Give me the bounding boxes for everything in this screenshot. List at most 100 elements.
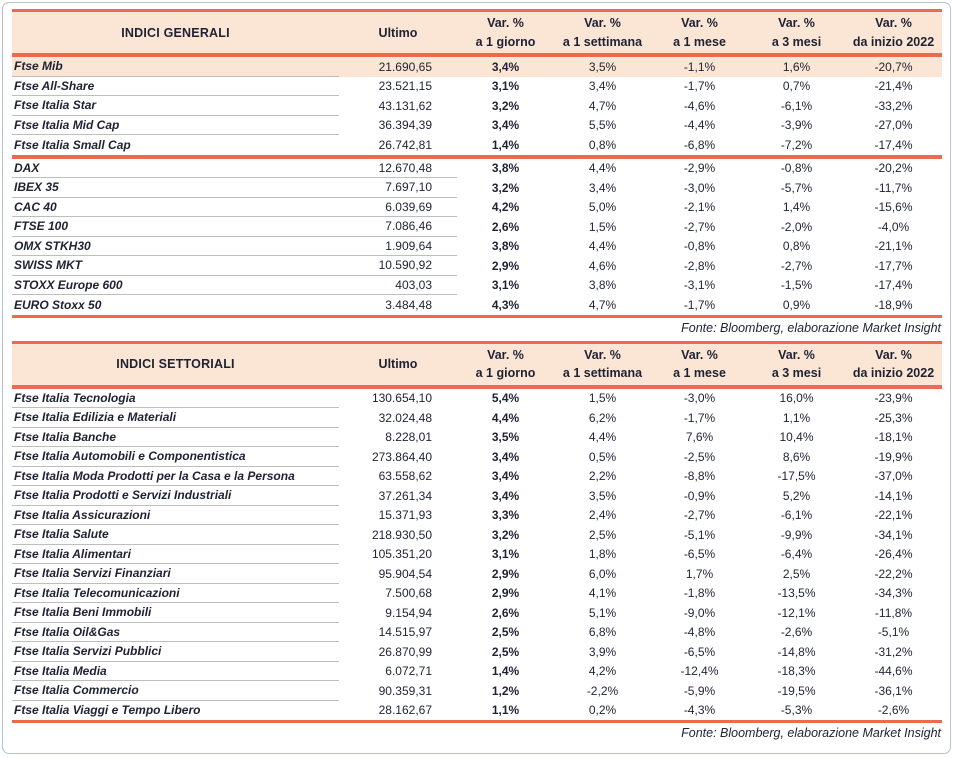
- var-value: -3,0%: [683, 391, 716, 406]
- var-header: Var. % a 1 settimana: [554, 344, 651, 385]
- index-label: Ftse Italia Telecomunicazioni: [12, 584, 339, 603]
- var-value: -17,5%: [777, 469, 816, 484]
- index-label: Ftse Italia Beni Immobili: [12, 603, 339, 623]
- ultimo-value: 43.131,62: [378, 98, 432, 113]
- var-value: 3,8%: [491, 239, 520, 254]
- var-value: 3,2%: [491, 180, 520, 195]
- var-value: -17,7%: [874, 258, 913, 273]
- var-value: -12,4%: [680, 664, 719, 679]
- group-divider-rule: [12, 154, 942, 159]
- var-value: 3,3%: [491, 508, 520, 523]
- ultimo-value: 32.024,48: [378, 410, 432, 425]
- index-label: Ftse Italia Star: [12, 96, 339, 116]
- index-row: Ftse Italia Assicurazioni 15.371,93 3,3%…: [12, 505, 942, 525]
- var-value: -4,8%: [683, 625, 716, 640]
- index-label: EURO Stoxx 50: [14, 297, 102, 312]
- var-header-line2: a 1 mese: [673, 34, 726, 49]
- var-value: 3,2%: [491, 527, 520, 542]
- var-value: -19,9%: [874, 449, 913, 464]
- var-header-line2: a 3 mesi: [771, 366, 822, 380]
- var-value: 0,8%: [588, 137, 617, 152]
- index-row: Ftse Italia Oil&Gas 14.515,97 2,5% 6,8% -4…: [12, 622, 942, 642]
- var-value: -0,8%: [683, 239, 716, 254]
- ultimo-value: 9.154,94: [385, 605, 432, 620]
- index-row: Ftse All-Share 23.521,15 3,1% 3,4% -1,7% 0,…: [12, 76, 942, 96]
- var-value: 0,5%: [588, 449, 617, 464]
- var-header: Var. % a 1 giorno: [457, 344, 554, 385]
- var-value: 0,9%: [782, 297, 811, 312]
- var-value: 2,5%: [588, 527, 617, 542]
- var-header-line1: Var. %: [875, 16, 912, 31]
- var-header-line1: Var. %: [584, 16, 621, 31]
- var-value: 3,4%: [491, 118, 520, 133]
- var-value: 3,5%: [491, 430, 520, 445]
- var-value: -6,8%: [683, 137, 716, 152]
- index-label: Ftse Italia Banche: [12, 428, 339, 447]
- index-label: Ftse Italia Oil&Gas: [12, 623, 339, 642]
- var-value: 4,4%: [588, 239, 617, 254]
- index-row: Ftse Mib 21.690,65 3,4% 3,5% -1,1% 1,6% -20,…: [12, 57, 942, 77]
- index-row: FTSE 100 7.086,46 2,6% 1,5% -2,7% -2,0% -4,0…: [12, 217, 942, 237]
- index-label: DAX: [12, 159, 339, 178]
- var-value: -4,0%: [877, 219, 910, 234]
- fonte-caption: Fonte: Bloomberg, elaborazione Market In…: [681, 320, 941, 335]
- var-value: -9,0%: [683, 605, 716, 620]
- var-value: -0,8%: [780, 161, 813, 176]
- var-value: 1,7%: [685, 566, 714, 581]
- var-value: 4,7%: [588, 297, 617, 312]
- var-value: 4,6%: [588, 258, 617, 273]
- index-row: Ftse Italia Banche 8.228,01 3,5% 4,4% 7,6%…: [12, 427, 942, 447]
- index-row: Ftse Italia Tecnologia 130.654,10 5,4% 1,…: [12, 388, 942, 408]
- var-value: -0,9%: [683, 488, 716, 503]
- var-value: -1,8%: [683, 586, 716, 601]
- index-row: Ftse Italia Small Cap 26.742,81 1,4% 0,8%…: [12, 135, 942, 155]
- index-row: DAX 12.670,48 3,8% 4,4% -2,9% -0,8% -20,2%: [12, 158, 942, 178]
- index-label: Ftse Italia Moda Prodotti per la Casa e …: [12, 467, 339, 486]
- var-value: 2,2%: [588, 469, 617, 484]
- ultimo-value: 7.697,10: [339, 178, 457, 198]
- index-row: Ftse Italia Mid Cap 36.394,39 3,4% 5,5% -4…: [12, 115, 942, 135]
- var-header-line2: da inizio 2022: [852, 366, 935, 380]
- var-header: Var. % da inizio 2022: [845, 12, 942, 53]
- var-header: Var. % a 1 settimana: [554, 12, 651, 53]
- ultimo-value: 7.086,46: [339, 217, 457, 237]
- var-value: -22,2%: [874, 566, 913, 581]
- var-header: Var. % a 3 mesi: [748, 344, 845, 385]
- var-value: -19,5%: [777, 683, 816, 698]
- var-value: -2,7%: [683, 219, 716, 234]
- index-row: Ftse Italia Automobili e Componentistica…: [12, 447, 942, 467]
- ultimo-value: 7.500,68: [385, 586, 432, 601]
- var-header: Var. % a 1 giorno: [457, 12, 554, 53]
- var-value: 4,2%: [491, 200, 520, 215]
- var-value: 5,4%: [491, 391, 520, 406]
- ultimo-value: 37.261,34: [378, 488, 432, 503]
- index-row: OMX STKH30 1.909,64 3,8% 4,4% -0,8% 0,8% -21…: [12, 236, 942, 256]
- var-header: Var. % a 3 mesi: [748, 12, 845, 53]
- var-value: -17,4%: [874, 137, 913, 152]
- var-value: -6,1%: [780, 98, 813, 113]
- var-value: -3,1%: [683, 278, 716, 293]
- ultimo-value: 6.072,71: [385, 664, 432, 679]
- index-row: CAC 40 6.039,69 4,2% 5,0% -2,1% 1,4% -15,6%: [12, 197, 942, 217]
- ultimo-value: 23.521,15: [378, 79, 432, 94]
- index-row: Ftse Italia Media 6.072,71 1,4% 4,2% -12,4…: [12, 661, 942, 681]
- var-value: 7,6%: [685, 430, 714, 445]
- var-value: 3,4%: [588, 79, 617, 94]
- index-label: Ftse Italia Commercio: [12, 681, 339, 701]
- var-value: 0,7%: [782, 79, 811, 94]
- var-header-line2: a 1 giorno: [475, 34, 536, 49]
- var-header-line2: a 1 mese: [673, 366, 726, 380]
- var-value: -18,3%: [777, 664, 816, 679]
- ultimo-value: 105.351,20: [371, 547, 432, 562]
- var-value: -13,5%: [777, 586, 816, 601]
- index-label: Ftse All-Share: [12, 77, 339, 96]
- var-value: -2,9%: [683, 161, 716, 176]
- var-value: 1,5%: [588, 391, 617, 406]
- var-value: 10,4%: [779, 430, 814, 445]
- var-value: 6,8%: [588, 625, 617, 640]
- var-value: 2,9%: [491, 258, 520, 273]
- index-label: Ftse Italia Small Cap: [14, 137, 131, 152]
- var-value: -2,1%: [683, 200, 716, 215]
- var-value: -4,4%: [683, 118, 716, 133]
- var-value: -2,6%: [877, 703, 910, 718]
